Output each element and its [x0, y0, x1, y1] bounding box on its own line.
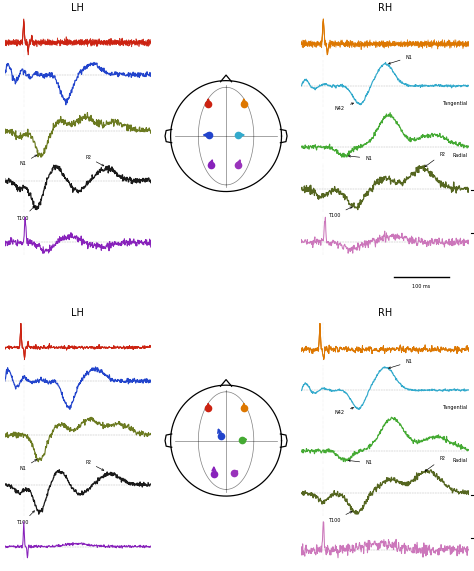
Text: Tangential: Tangential: [442, 405, 467, 410]
Text: N42: N42: [335, 103, 354, 111]
Text: N1: N1: [389, 360, 412, 369]
Text: Tangential: Tangential: [442, 100, 467, 106]
Text: N1: N1: [19, 155, 37, 166]
Text: N1: N1: [389, 55, 412, 64]
Text: P2: P2: [85, 155, 104, 166]
Text: Radial: Radial: [453, 457, 467, 463]
Text: N1: N1: [348, 460, 372, 465]
Text: RH: RH: [378, 3, 392, 13]
Text: 100 ms: 100 ms: [412, 284, 430, 288]
Text: P2: P2: [425, 456, 445, 471]
Text: LH: LH: [71, 308, 84, 318]
Text: N42: N42: [335, 407, 354, 415]
Text: T100: T100: [328, 207, 352, 218]
Text: N1: N1: [19, 460, 37, 471]
Text: P2: P2: [85, 460, 104, 471]
Text: RH: RH: [378, 308, 392, 318]
Text: P2: P2: [425, 152, 445, 167]
Text: T100: T100: [328, 512, 352, 522]
Text: LH: LH: [71, 3, 84, 13]
Text: T100: T100: [17, 206, 35, 221]
Text: Radial: Radial: [453, 153, 467, 158]
Text: T100: T100: [17, 511, 35, 525]
Text: N1: N1: [348, 155, 372, 160]
